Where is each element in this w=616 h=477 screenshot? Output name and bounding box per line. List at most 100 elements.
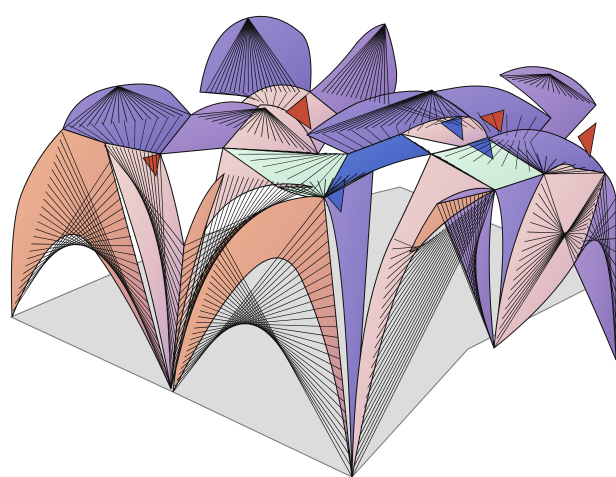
mesh-line (530, 117, 552, 142)
mesh-line (365, 209, 470, 398)
mesh-line (23, 207, 124, 274)
mesh-line (117, 85, 184, 117)
mesh-line (123, 120, 130, 149)
mesh-line (180, 240, 329, 370)
mesh-line (306, 134, 349, 155)
mesh-line (331, 23, 386, 95)
mesh-line (311, 153, 345, 192)
mesh-line (201, 304, 341, 360)
mesh-line (285, 185, 325, 199)
mesh-line (62, 85, 119, 130)
mesh-line (510, 203, 595, 291)
mesh-line (253, 91, 264, 104)
mesh-line (264, 91, 269, 105)
mesh-line (541, 73, 551, 89)
mesh-line (396, 89, 433, 126)
mesh-line (530, 222, 583, 240)
mesh-line (323, 170, 374, 199)
mesh-line (496, 177, 604, 339)
mesh-line (323, 173, 358, 199)
mesh-line (117, 85, 136, 122)
mesh-line (532, 212, 582, 245)
mesh-line (90, 122, 115, 146)
mesh-line (233, 17, 249, 93)
mesh-line (190, 107, 266, 116)
mesh-line (549, 73, 561, 95)
mesh-line (404, 89, 433, 125)
mesh-line (102, 85, 119, 125)
mesh-line (549, 73, 579, 100)
mesh-line (518, 218, 590, 262)
mesh-line (226, 107, 266, 127)
mesh-line (412, 89, 433, 124)
mesh-line (501, 140, 515, 167)
mesh-line (14, 169, 114, 304)
mesh-line (241, 91, 260, 102)
mesh-line (594, 203, 616, 307)
mesh-line (549, 73, 573, 98)
mesh-line (347, 89, 433, 131)
mesh-line (487, 139, 510, 165)
mesh-line (264, 107, 276, 142)
mesh-line (134, 119, 136, 150)
mesh-line (433, 108, 468, 128)
mesh-line (549, 73, 567, 97)
mesh-line (416, 121, 426, 131)
mesh-line (363, 207, 473, 408)
mesh-line (372, 219, 457, 359)
mesh-line (497, 141, 545, 175)
mesh-line (350, 23, 386, 98)
mesh-line (336, 131, 366, 149)
mesh-line (355, 23, 386, 99)
mesh-line (383, 234, 438, 299)
mesh-line (380, 126, 392, 140)
mesh-line (535, 73, 551, 88)
mesh-line (43, 198, 149, 304)
mesh-line (225, 147, 319, 155)
mesh-line (418, 107, 460, 126)
mesh-line (276, 91, 288, 109)
mesh-line (363, 89, 433, 130)
mesh-line (345, 23, 386, 97)
mesh-line (172, 197, 325, 393)
mesh-line (45, 191, 152, 313)
mesh-line (431, 89, 454, 120)
mesh-line (431, 89, 463, 119)
mesh-line (247, 17, 259, 93)
mesh-line (274, 153, 334, 174)
mesh-line (59, 139, 169, 380)
mesh-line (233, 107, 266, 129)
mesh-line (427, 149, 432, 155)
mesh-line (264, 107, 298, 148)
mesh-line (369, 214, 464, 378)
mesh-line (513, 208, 594, 281)
mesh-line (37, 221, 142, 275)
mesh-line (181, 184, 299, 271)
mesh-line (285, 91, 311, 113)
mesh-line (178, 181, 279, 302)
mesh-line (238, 17, 249, 93)
mesh-line (20, 197, 122, 282)
mesh-line (174, 208, 326, 387)
mesh-line (247, 17, 268, 93)
mesh-line (139, 118, 147, 151)
mesh-line (445, 138, 494, 157)
mesh-line (175, 178, 259, 334)
mesh-line (247, 17, 282, 93)
mesh-line (159, 153, 172, 390)
mesh-line (254, 107, 266, 135)
mesh-line (529, 73, 551, 86)
mesh-line (67, 124, 105, 144)
mesh-line (172, 175, 235, 374)
mesh-line (183, 185, 309, 255)
mesh-line (374, 221, 454, 349)
mesh-line (180, 183, 294, 279)
mesh-line (264, 107, 269, 139)
mesh-line (219, 107, 266, 124)
mesh-line (199, 310, 340, 349)
mesh-line (362, 204, 477, 418)
mesh-line (381, 231, 441, 309)
mesh-line (135, 150, 177, 328)
mesh-line (179, 182, 284, 294)
mesh-line (388, 89, 433, 127)
